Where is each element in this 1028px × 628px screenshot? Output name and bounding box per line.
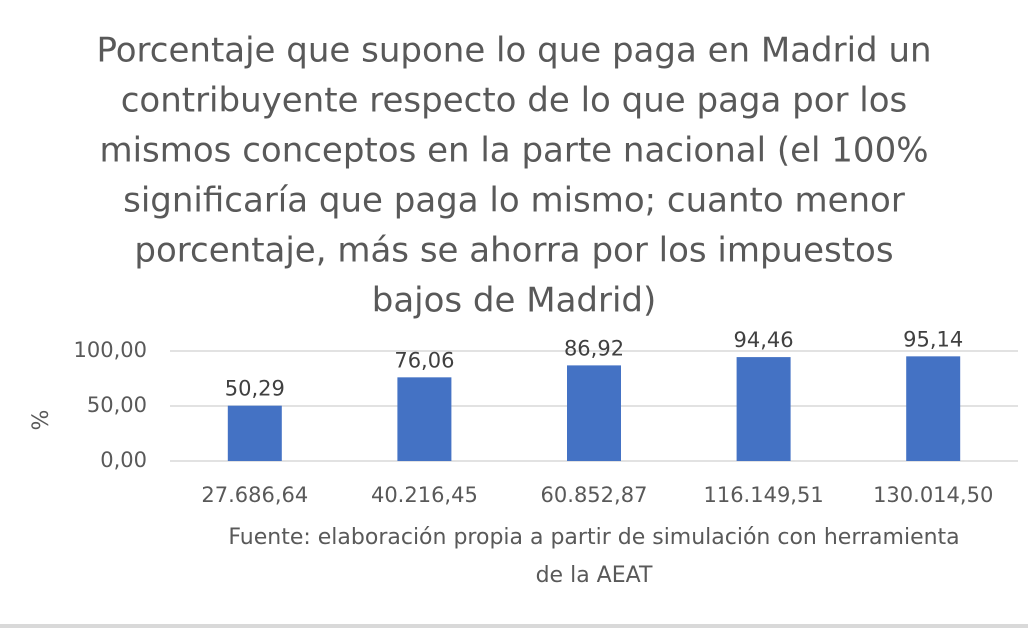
y-tick-label: 100,00	[74, 338, 147, 362]
y-axis-title: %	[29, 410, 54, 431]
y-tick-label: 50,00	[87, 393, 147, 417]
chart-title-line: porcentaje, más se ahorra por los impues…	[134, 231, 893, 271]
data-label: 95,14	[903, 327, 963, 351]
bar	[736, 357, 791, 461]
y-tick-label: 0,00	[100, 448, 147, 472]
chart-title-line: Porcentaje que supone lo que paga en Mad…	[96, 31, 931, 71]
bar	[906, 356, 961, 461]
data-label: 94,46	[734, 328, 794, 352]
bar	[227, 405, 282, 461]
x-category-label: 40.216,45	[371, 483, 478, 507]
x-axis-title-line: Fuente: elaboración propia a partir de s…	[228, 525, 959, 550]
bar	[397, 377, 452, 461]
bar	[567, 365, 621, 461]
chart-title: Porcentaje que supone lo que paga en Mad…	[96, 31, 931, 321]
x-category-label: 60.852,87	[541, 483, 648, 507]
x-category-label: 116.149,51	[703, 483, 823, 507]
chart-title-line: mismos conceptos en la parte nacional (e…	[99, 131, 928, 171]
data-label: 76,06	[394, 348, 454, 372]
data-label: 50,29	[225, 377, 285, 401]
data-labels: 50,29 76,06 86,92 94,46 95,14	[225, 327, 964, 400]
bottom-border	[0, 624, 1028, 628]
chart-title-line: contribuyente respecto de lo que paga po…	[121, 81, 908, 121]
x-axis-categories: 27.686,64 40.216,45 60.852,87 116.149,51 130…	[201, 483, 993, 507]
chart-title-line: bajos de Madrid)	[372, 281, 657, 321]
x-axis-title: Fuente: elaboración propia a partir de s…	[228, 525, 959, 588]
data-label: 86,92	[564, 336, 624, 360]
chart-title-line: significaría que paga lo mismo; cuanto m…	[123, 181, 905, 221]
x-axis-title-line: de la AEAT	[536, 563, 653, 588]
x-category-label: 27.686,64	[201, 483, 308, 507]
x-category-label: 130.014,50	[873, 483, 993, 507]
bars	[227, 356, 961, 461]
y-axis-ticks: 0,00 50,00 100,00	[74, 338, 147, 472]
